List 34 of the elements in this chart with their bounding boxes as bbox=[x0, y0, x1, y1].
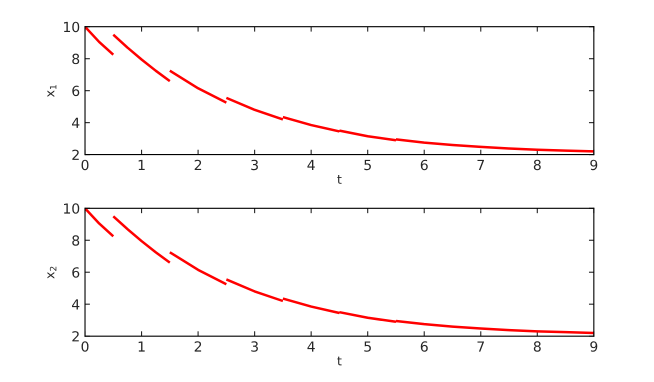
x-tick-label: 0 bbox=[82, 341, 89, 352]
y-tick-label: 6 bbox=[72, 86, 80, 96]
x-tick-label: 8 bbox=[534, 160, 541, 170]
y-tick-label: 10 bbox=[64, 22, 80, 32]
x-tick-label: 4 bbox=[307, 341, 315, 352]
y-axis-title: x$_{2}$ bbox=[47, 266, 56, 279]
x-axis-title: t bbox=[337, 356, 342, 366]
x-tick-label: 1 bbox=[138, 341, 145, 352]
y-axis-title: x$_{1}$ bbox=[47, 85, 56, 98]
y-tick-label: 8 bbox=[72, 54, 80, 64]
y-tick-label: 2 bbox=[72, 150, 79, 160]
y-tick-label: 6 bbox=[72, 267, 80, 278]
y-tick-label: 2 bbox=[72, 331, 79, 342]
x-tick-label: 2 bbox=[194, 160, 202, 170]
x-tick-label: 5 bbox=[364, 341, 371, 352]
x-tick-label: 0 bbox=[82, 160, 89, 170]
x-axis-title: t bbox=[337, 175, 342, 184]
y-tick-label: 4 bbox=[72, 299, 80, 310]
x-tick-label: 9 bbox=[590, 341, 598, 352]
x-tick-label: 3 bbox=[251, 341, 258, 352]
x-tick-label: 5 bbox=[364, 160, 371, 170]
x-tick-label: 7 bbox=[477, 160, 484, 170]
x-tick-label: 6 bbox=[420, 160, 428, 170]
x-tick-label: 7 bbox=[477, 341, 484, 352]
x-tick-label: 1 bbox=[138, 160, 145, 170]
x-tick-label: 6 bbox=[420, 341, 428, 352]
x-tick-label: 8 bbox=[534, 341, 541, 352]
x-tick-label: 9 bbox=[590, 160, 598, 170]
y-tick-label: 10 bbox=[64, 203, 80, 214]
x-tick-label: 3 bbox=[251, 160, 258, 170]
x-tick-label: 2 bbox=[194, 341, 202, 352]
x-tick-label: 4 bbox=[307, 160, 315, 170]
y-tick-label: 8 bbox=[72, 235, 80, 246]
y-tick-label: 4 bbox=[72, 118, 80, 128]
